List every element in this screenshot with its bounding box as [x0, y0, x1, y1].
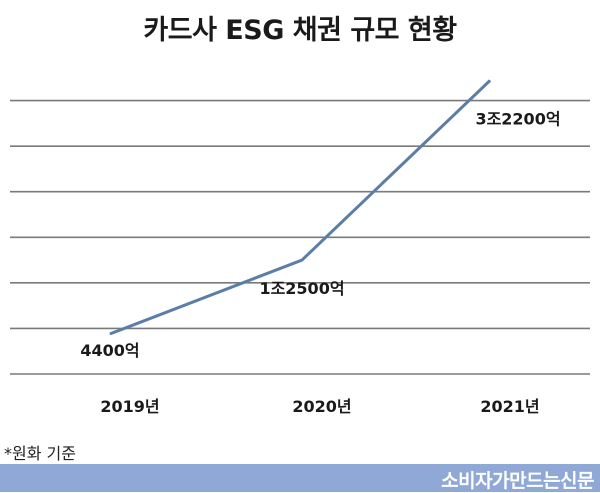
series-group: [109, 79, 492, 336]
source-bar: 소비자가만드는신문: [0, 464, 600, 492]
data-point: [301, 259, 303, 261]
data-label: 4400억: [80, 341, 139, 360]
grid-lines: [10, 99, 590, 375]
data-label-group: 4400억 1조2500억 3조2200억: [80, 110, 560, 360]
x-tick-group: 2019년 2020년 2021년: [100, 397, 539, 416]
x-tick-label: 2020년: [292, 397, 351, 416]
line-chart: 4400억 1조2500억 3조2200억 2019년 2020년 2021년: [10, 79, 590, 416]
data-label: 1조2500억: [259, 279, 344, 298]
x-tick-label: 2021년: [480, 397, 539, 416]
x-tick-label: 2019년: [100, 397, 159, 416]
data-point: [109, 333, 111, 335]
source-label: 소비자가만드는신문: [441, 470, 594, 492]
chart-title: 카드사 ESG 채권 규모 현황: [143, 15, 457, 46]
data-point: [489, 80, 491, 82]
data-label: 3조2200억: [475, 110, 560, 129]
footnote: *원화 기준: [4, 444, 76, 463]
